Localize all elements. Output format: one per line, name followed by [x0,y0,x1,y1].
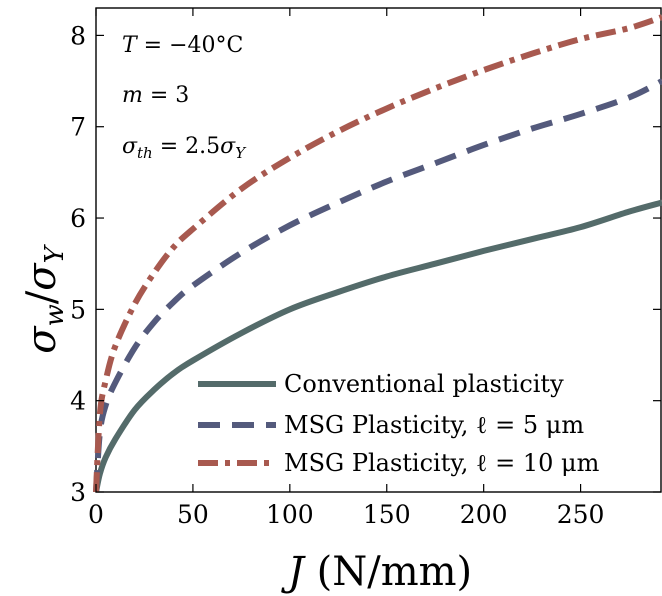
legend-label-1: Conventional plasticity [284,370,564,398]
y-tick-label: 3 [70,478,86,507]
x-tick-label: 200 [460,500,508,529]
x-axis-title: J (N/mm) [281,549,472,595]
legend: Conventional plasticity MSG Plasticity, ℓ… [198,370,600,477]
x-tick-label: 250 [557,500,605,529]
ticks-layer: 0 50 100 150 200 250 3 4 5 6 7 8 [70,8,661,529]
annotations: T = −40°C m = 3 σth = 2.5σY [122,33,247,162]
series-line-3 [93,14,662,493]
legend-label-3: MSG Plasticity, ℓ = 10 μm [284,449,600,477]
y-tick-label: 4 [70,387,86,416]
annotation-temperature: T = −40°C [122,33,243,58]
y-tick-label: 6 [70,204,86,233]
y-tick-label: 8 [70,21,86,50]
legend-label-2: MSG Plasticity, ℓ = 5 μm [284,411,584,439]
y-tick-label: 5 [70,295,86,324]
y-tick-label: 7 [70,113,86,142]
plot-area: 0 50 100 150 200 250 3 4 5 6 7 8 [70,7,662,529]
annotation-sigma-th: σth = 2.5σY [122,134,247,162]
x-tick-label: 100 [266,500,314,529]
annotation-m: m = 3 [122,83,189,108]
series-line-2 [93,78,662,493]
series-layer [93,14,662,493]
x-tick-label: 50 [177,500,209,529]
x-tick-label: 0 [88,500,104,529]
plot-frame [95,7,662,493]
x-tick-label: 150 [363,500,411,529]
y-axis-title: σw/σY [19,243,70,353]
series-line-1 [93,199,662,493]
